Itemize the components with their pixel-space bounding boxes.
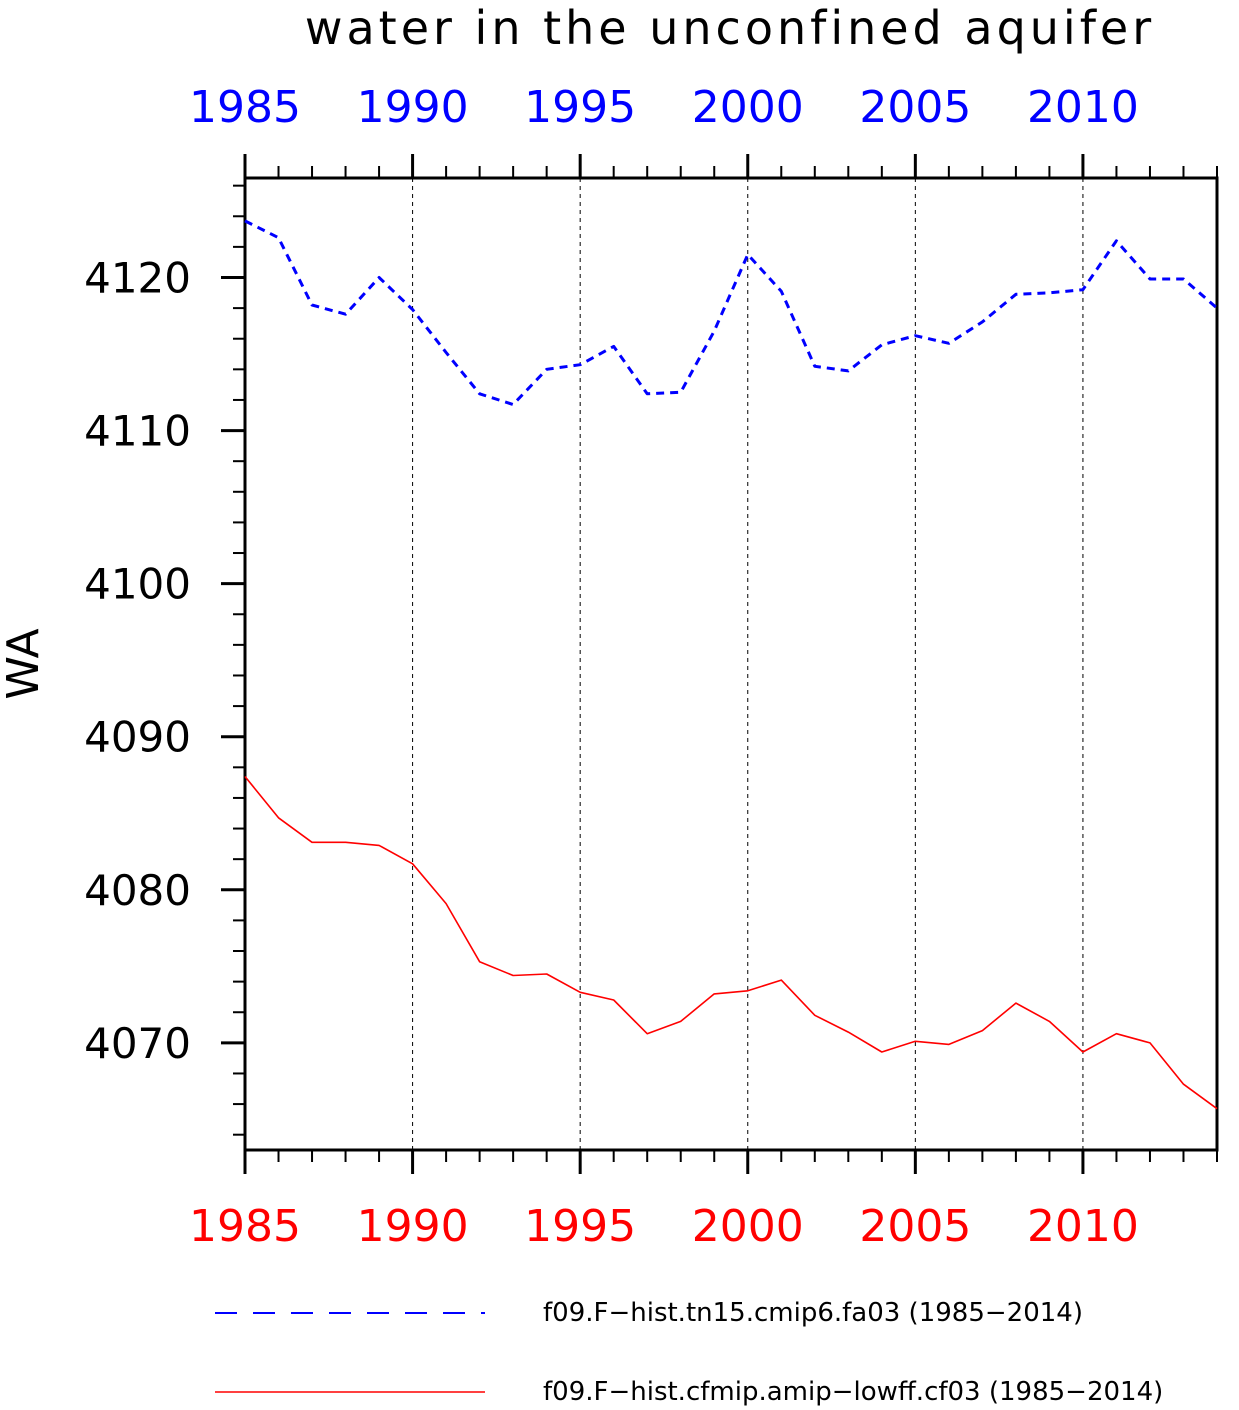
data-point-series-2: [378, 844, 380, 846]
data-point-series-1: [1082, 289, 1084, 291]
data-point-series-1: [847, 370, 849, 372]
x-tick-label-top: 2005: [859, 82, 971, 133]
y-tick-label: 4120: [84, 253, 191, 302]
data-point-series-1: [344, 313, 346, 315]
x-tick-label-top: 2000: [692, 82, 804, 133]
data-point-series-1: [612, 345, 614, 347]
data-point-series-2: [478, 961, 480, 963]
x-tick-label-top: 2010: [1027, 82, 1139, 133]
data-point-series-2: [646, 1032, 648, 1034]
data-point-series-2: [713, 993, 715, 995]
data-point-series-1: [914, 334, 916, 336]
data-point-series-2: [1048, 1020, 1050, 1022]
data-point-series-2: [914, 1040, 916, 1042]
x-tick-label-top: 1985: [189, 82, 301, 133]
legend: f09.F−hist.tn15.cmip6.fa03 (1985−2014) f…: [215, 1298, 1163, 1407]
data-point-series-2: [244, 775, 246, 777]
legend-label-series-1: f09.F−hist.tn15.cmip6.fa03 (1985−2014): [543, 1298, 1083, 1328]
data-point-series-2: [1216, 1107, 1218, 1109]
y-tick-label: 4080: [84, 866, 191, 915]
data-point-series-1: [277, 236, 279, 238]
data-point-series-1: [747, 253, 749, 255]
data-point-series-2: [512, 974, 514, 976]
data-point-series-1: [579, 364, 581, 366]
x-tick-label-bottom: 1995: [524, 1201, 636, 1252]
data-point-series-1: [713, 330, 715, 332]
data-point-series-2: [1082, 1051, 1084, 1053]
data-point-series-1: [1182, 278, 1184, 280]
data-point-series-2: [579, 991, 581, 993]
data-point-series-1: [814, 365, 816, 367]
data-point-series-2: [277, 817, 279, 819]
data-point-series-1: [478, 393, 480, 395]
x-tick-label-top: 1995: [524, 82, 636, 133]
data-point-series-1: [680, 391, 682, 393]
data-point-series-2: [344, 841, 346, 843]
axis-ticks: [221, 154, 1218, 1174]
data-point-series-1: [1048, 292, 1050, 294]
series-line-1: [244, 219, 1218, 406]
x-tick-label-bottom: 1985: [189, 1201, 301, 1252]
data-point-series-1: [244, 220, 246, 222]
data-point-series-2: [780, 979, 782, 981]
data-point-series-2: [680, 1020, 682, 1022]
data-point-series-1: [1015, 293, 1017, 295]
data-point-series-2: [1149, 1042, 1151, 1044]
data-point-series-2: [612, 999, 614, 1001]
data-point-series-2: [311, 841, 313, 843]
x-tick-label-bottom: 2000: [692, 1201, 804, 1252]
x-tick-label-bottom: 1990: [357, 1201, 469, 1252]
data-point-series-1: [411, 308, 413, 310]
y-tick-label: 4090: [84, 713, 191, 762]
data-point-series-1: [545, 368, 547, 370]
y-axis-label: WA: [0, 628, 49, 699]
x-tick-label-bottom: 2005: [859, 1201, 971, 1252]
legend-label-series-2: f09.F−hist.cfmip.amip−lowff.cf03 (1985−2…: [543, 1377, 1163, 1407]
data-point-series-2: [847, 1031, 849, 1033]
data-point-series-2: [545, 973, 547, 975]
y-tick-labels: 4070 4080 4090 4100 4110 4120: [84, 253, 191, 1067]
data-point-series-2: [881, 1051, 883, 1053]
x-tick-label-bottom: 2010: [1027, 1201, 1139, 1252]
data-point-series-1: [445, 351, 447, 353]
data-point-series-2: [981, 1029, 983, 1031]
data-point-series-2: [445, 902, 447, 904]
data-point-series-2: [411, 863, 413, 865]
y-tick-label: 4100: [84, 560, 191, 609]
data-point-series-2: [1015, 1002, 1017, 1004]
data-point-series-1: [311, 304, 313, 306]
data-point-series-1: [646, 393, 648, 395]
data-point-series-2: [1115, 1032, 1117, 1034]
x-grid-lines: [412, 178, 1084, 1150]
top-x-tick-labels: 1985 1990 1995 2000 2005 2010: [189, 82, 1139, 133]
data-point-series-1: [378, 276, 380, 278]
data-point-series-1: [981, 321, 983, 323]
data-point-series-1: [881, 344, 883, 346]
x-tick-label-top: 1990: [357, 82, 469, 133]
series-layer: [244, 219, 1218, 1110]
data-point-series-1: [780, 290, 782, 292]
data-point-series-2: [1182, 1083, 1184, 1085]
data-point-series-2: [747, 990, 749, 992]
data-point-series-2: [814, 1014, 816, 1016]
y-tick-label: 4110: [84, 407, 191, 456]
data-point-series-1: [1149, 278, 1151, 280]
data-point-series-1: [1216, 307, 1218, 309]
data-point-series-1: [512, 403, 514, 405]
plot-frame: [243, 176, 1219, 1152]
data-point-series-1: [1115, 240, 1117, 242]
data-point-series-2: [948, 1043, 950, 1045]
chart-title: water in the unconfined aquifer: [305, 1, 1155, 55]
y-tick-label: 4070: [84, 1019, 191, 1068]
data-point-series-1: [948, 342, 950, 344]
series-line-2: [244, 775, 1218, 1110]
bottom-x-tick-labels: 1985 1990 1995 2000 2005 2010: [189, 1201, 1139, 1252]
